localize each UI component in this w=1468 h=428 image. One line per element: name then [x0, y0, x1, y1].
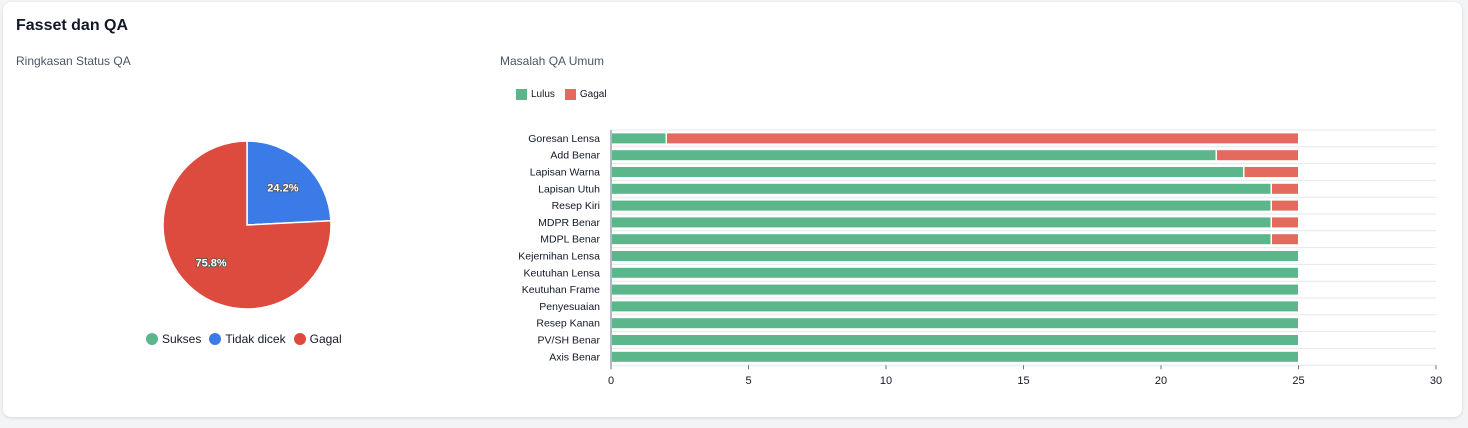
- category-label-keutuhan-lensa: Keutuhan Lensa: [524, 267, 601, 279]
- legend-dot-sukses: [146, 333, 158, 345]
- bar-lulus-resep-kiri[interactable]: [612, 200, 1271, 211]
- bar-gagal-resep-kiri[interactable]: [1272, 200, 1298, 211]
- bar-gagal-goresan-lensa[interactable]: [667, 133, 1298, 144]
- category-label-resep-kanan: Resep Kanan: [536, 318, 600, 330]
- category-label-add-benar: Add Benar: [550, 150, 600, 162]
- bar-lulus-mdpl-benar[interactable]: [612, 234, 1271, 245]
- category-label-lapisan-warna: Lapisan Warna: [530, 167, 600, 179]
- bar-lulus-kejernihan-lensa[interactable]: [612, 251, 1298, 261]
- legend-item-lulus[interactable]: Lulus: [516, 89, 555, 100]
- legend-label-lulus: Lulus: [531, 89, 555, 100]
- x-tick-label: 25: [1292, 375, 1304, 387]
- bar-lulus-lapisan-warna[interactable]: [612, 167, 1243, 177]
- legend-swatch-gagal: [564, 89, 576, 100]
- bar-lulus-mdpr-benar[interactable]: [612, 217, 1271, 228]
- bar-lulus-keutuhan-frame[interactable]: [612, 284, 1298, 295]
- category-label-resep-kiri: Resep Kiri: [552, 200, 600, 212]
- x-tick-label: 15: [1017, 375, 1029, 387]
- qa-status-summary-title: Ringkasan Status QA: [16, 54, 131, 68]
- x-tick-label: 10: [880, 375, 892, 387]
- pie-legend: Sukses Tidak dicek Gagal: [146, 332, 350, 346]
- legend-item-tidak-dicek[interactable]: Tidak dicek: [209, 332, 286, 346]
- common-qa-issues-title: Masalah QA Umum: [500, 54, 605, 68]
- legend-dot-gagal: [293, 333, 306, 345]
- bar-gagal-lapisan-utuh[interactable]: [1272, 183, 1298, 194]
- legend-item-gagal-bar[interactable]: Gagal: [564, 89, 607, 100]
- legend-label-gagal: Gagal: [309, 332, 342, 346]
- qa-issues-bar-chart: Goresan Lensa Add Benar Lapisan Warna Lapis…: [518, 129, 1442, 387]
- bar-lulus-resep-kanan[interactable]: [612, 318, 1298, 329]
- category-label-lapisan-utuh: Lapisan Utuh: [538, 183, 600, 195]
- bar-gagal-add-benar[interactable]: [1217, 150, 1298, 161]
- category-label-axis-benar: Axis Benar: [549, 351, 600, 363]
- bar-lulus-add-benar[interactable]: [612, 150, 1216, 161]
- bar-lulus-axis-benar[interactable]: [612, 351, 1298, 362]
- bar-lulus-pv-sh-benar[interactable]: [612, 335, 1298, 345]
- bar-gagal-mdpr-benar[interactable]: [1272, 217, 1298, 228]
- legend-item-gagal[interactable]: Gagal: [293, 332, 342, 346]
- bar-gagal-lapisan-warna[interactable]: [1244, 167, 1299, 177]
- legend-swatch-lulus: [516, 89, 527, 100]
- legend-label-sukses: Sukses: [162, 332, 202, 346]
- bar-lulus-penyesuaian[interactable]: [612, 301, 1298, 312]
- category-label-pv-sh-benar: PV/SH Benar: [538, 335, 601, 347]
- x-tick-label: 20: [1155, 375, 1167, 387]
- facet-qa-card: Fasset dan QA Ringkasan Status QA Masala…: [3, 2, 1462, 417]
- bar-gagal-mdpl-benar[interactable]: [1272, 234, 1298, 245]
- pie-label-gagal: 75.8%: [196, 258, 227, 270]
- card-title: Fasset dan QA: [16, 17, 129, 34]
- legend-item-sukses[interactable]: Sukses: [146, 332, 201, 346]
- bar-lulus-goresan-lensa[interactable]: [612, 133, 666, 144]
- bar-lulus-lapisan-utuh[interactable]: [612, 183, 1271, 194]
- category-label-mdpr-benar: MDPR Benar: [538, 217, 600, 229]
- legend-dot-tidak-dicek: [209, 333, 222, 345]
- bar-lulus-keutuhan-lensa[interactable]: [612, 267, 1298, 278]
- category-label-goresan-lensa: Goresan Lensa: [528, 133, 600, 145]
- qa-status-pie-chart: 24.2% 75.8%: [162, 140, 332, 310]
- legend-label-gagal-bar: Gagal: [579, 89, 607, 100]
- pie-slice-gagal[interactable]: [162, 140, 332, 310]
- category-label-mdpl-benar: MDPL Benar: [540, 234, 600, 246]
- pie-label-tidak-dicek: 24.2%: [267, 182, 298, 194]
- category-label-keutuhan-frame: Keutuhan Frame: [522, 284, 600, 296]
- x-tick-label: 30: [1430, 375, 1442, 387]
- category-label-kejernihan-lensa: Kejernihan Lensa: [518, 251, 600, 263]
- category-label-penyesuaian: Penyesuaian: [539, 301, 600, 313]
- x-tick-label: 5: [745, 375, 751, 387]
- x-tick-label: 0: [608, 375, 614, 387]
- legend-label-tidak-dicek: Tidak dicek: [225, 332, 286, 346]
- pie-slice-tidak-dicek[interactable]: [246, 140, 332, 226]
- bar-legend: Lulus Gagal: [516, 89, 617, 100]
